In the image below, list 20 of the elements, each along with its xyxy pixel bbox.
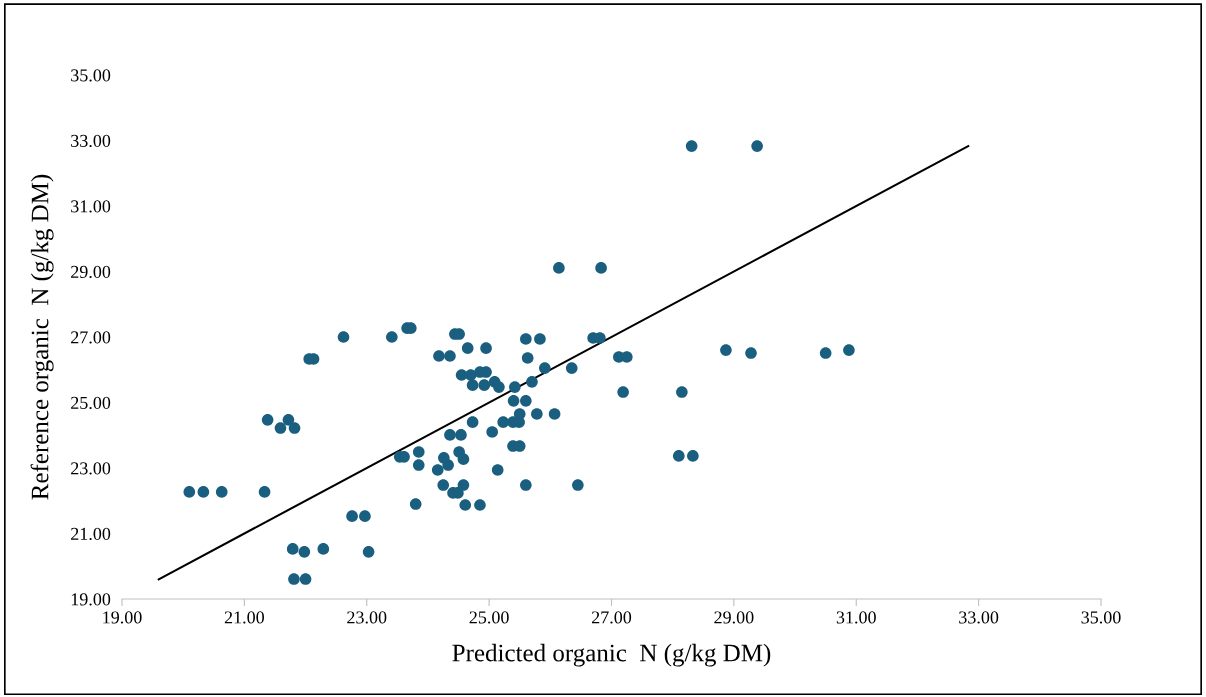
y-tick-label: 27.00 [71,331,111,344]
y-tick-label: 35.00 [71,69,111,82]
x-axis-title: Predicted organic N (g/kg DM) [452,643,771,667]
x-tick-label: 31.00 [836,611,876,624]
y-tick-label: 21.00 [71,527,111,541]
y-tick-label: 23.00 [71,462,111,475]
y-tick-label: 25.00 [71,396,111,410]
x-tick-label: 33.00 [959,611,999,624]
x-tick-label: 35.00 [1081,611,1121,624]
x-tick-label: 21.00 [224,611,264,624]
x-tick-label: 27.00 [591,611,632,624]
x-tick-label: 25.00 [469,611,509,624]
x-tick-label: 29.00 [714,611,754,624]
x-tick-label: 23.00 [347,611,387,624]
y-tick-label: 29.00 [71,265,111,279]
y-axis-title: Reference organic N (g/kg DM) [30,174,54,500]
x-tick-label: 19.00 [103,611,142,624]
y-tick-label: 31.00 [71,200,111,213]
y-tick-label: 19.00 [71,593,111,606]
y-tick-label: 33.00 [71,134,111,148]
